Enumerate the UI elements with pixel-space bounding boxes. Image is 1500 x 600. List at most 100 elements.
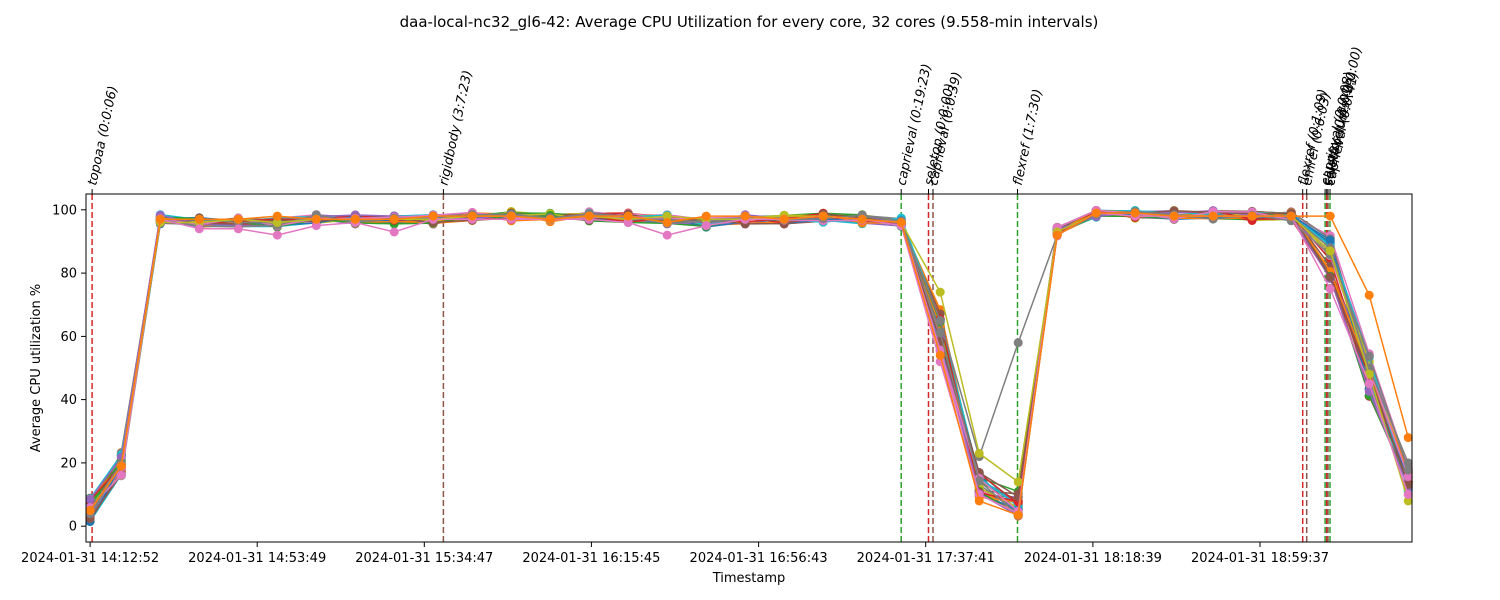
core-series-point	[272, 211, 282, 221]
core-series-point	[467, 211, 477, 221]
phase-labels: topoaa (0:0:06) rigidbody (3:7:23) capriev…	[85, 45, 1365, 194]
core-series-line-16	[89, 209, 1409, 519]
y-tick-label: 60	[60, 330, 77, 345]
core-series-line-10	[89, 210, 1409, 517]
core-series-line-24	[89, 209, 1409, 517]
core-series-16	[85, 206, 1413, 523]
core-series-point	[623, 218, 633, 227]
core-series-point	[311, 214, 321, 224]
core-series-line-25	[89, 209, 1409, 519]
core-series-29	[85, 208, 1413, 515]
core-series-point	[857, 214, 867, 224]
core-series-13	[85, 206, 1413, 520]
core-series-line-0	[89, 209, 1409, 511]
phase-label: caprieval (0:0:39)	[926, 71, 965, 187]
core-series-line-30	[89, 212, 1409, 515]
core-series-line-12	[89, 210, 1409, 511]
core-series-point	[506, 211, 516, 221]
core-series-24	[85, 206, 1413, 521]
core-series-point	[1208, 211, 1218, 221]
core-series-point	[1013, 338, 1023, 348]
core-series-line-6	[89, 209, 1409, 504]
core-series-line-2	[89, 210, 1409, 510]
y-tick-label: 80	[60, 267, 77, 282]
core-series-point	[1325, 235, 1335, 245]
core-series-point	[1364, 379, 1374, 389]
core-series-point	[818, 211, 828, 221]
series-layer	[85, 206, 1413, 526]
x-tick-label: 2024-01-31 16:56:43	[690, 551, 828, 566]
core-series-12	[85, 206, 1413, 514]
core-series-line-15	[89, 209, 1409, 522]
core-series-point	[974, 448, 984, 458]
phase-lines	[91, 194, 1331, 542]
core-series-point	[701, 211, 711, 221]
x-tick-label: 2024-01-31 16:15:45	[522, 551, 660, 566]
x-tick-label: 2024-01-31 15:34:47	[355, 551, 493, 566]
core-series-26	[85, 206, 1413, 516]
core-series-point	[1130, 208, 1140, 218]
core-series-line-22	[89, 210, 1409, 517]
core-series-point	[116, 470, 126, 480]
core-series-4	[85, 206, 1413, 519]
core-series-0	[85, 206, 1413, 515]
chart-title: daa-local-nc32_gl6-42: Average CPU Utili…	[400, 13, 1099, 32]
core-series-point	[1325, 272, 1335, 282]
core-series-point	[389, 214, 399, 224]
x-tick-label: 2024-01-31 14:53:49	[188, 551, 326, 566]
core-series-10	[85, 206, 1413, 520]
core-series-point	[85, 494, 95, 504]
core-series-21	[85, 206, 1413, 507]
core-series-point	[1364, 290, 1374, 300]
core-series-point	[1052, 230, 1062, 240]
core-series-point	[1403, 496, 1413, 506]
core-series-line-17	[89, 210, 1409, 522]
core-series-25	[85, 206, 1413, 523]
core-series-line-4	[89, 210, 1409, 515]
core-series-point	[311, 221, 321, 231]
y-tick-label: 40	[60, 393, 77, 408]
y-axis-label: Average CPU utilization %	[29, 284, 44, 452]
core-series-point	[272, 230, 282, 240]
core-series-line-5	[89, 211, 1409, 502]
core-series-line-31	[89, 212, 1409, 517]
core-series-9	[85, 206, 1413, 526]
x-tick-label: 2024-01-31 18:59:37	[1191, 551, 1329, 566]
y-tick-label: 100	[52, 203, 77, 218]
core-series-line-20	[89, 211, 1409, 522]
phase-label: flexref (1:7:30)	[1011, 88, 1046, 187]
core-series-point	[1403, 433, 1413, 443]
core-series-point	[350, 214, 360, 224]
y-axis: 0 20 40 60 80 100	[52, 203, 86, 535]
x-tick-label: 2024-01-31 14:12:52	[21, 551, 159, 566]
core-series-22	[85, 207, 1413, 520]
core-series-point	[701, 221, 711, 231]
core-series-point	[116, 461, 126, 471]
core-series-18	[85, 206, 1413, 513]
core-series-31	[85, 208, 1413, 520]
phase-label: topoaa (0:0:06)	[85, 85, 121, 187]
core-series-11	[85, 207, 1413, 519]
core-series-27	[85, 207, 1413, 520]
core-series-point	[1286, 211, 1296, 221]
core-series-point	[1325, 211, 1335, 221]
x-axis-label: Timestamp	[712, 571, 786, 586]
core-series-point	[428, 211, 438, 221]
x-axis: 2024-01-31 14:12:52 2024-01-31 14:53:49 20…	[21, 542, 1329, 566]
core-series-7	[85, 206, 1413, 513]
core-series-5	[85, 207, 1413, 506]
core-series-15	[85, 206, 1413, 526]
core-series-point	[896, 218, 906, 227]
core-series-point	[1403, 472, 1413, 482]
core-series-19	[85, 206, 1413, 511]
core-series-point	[1247, 211, 1257, 221]
core-series-point	[545, 214, 555, 224]
core-series-point	[194, 214, 204, 224]
core-series-20	[85, 207, 1413, 526]
core-series-line-1	[89, 212, 1409, 518]
core-series-point	[662, 218, 672, 227]
core-series-point	[1013, 477, 1023, 487]
core-series-point	[935, 287, 945, 297]
